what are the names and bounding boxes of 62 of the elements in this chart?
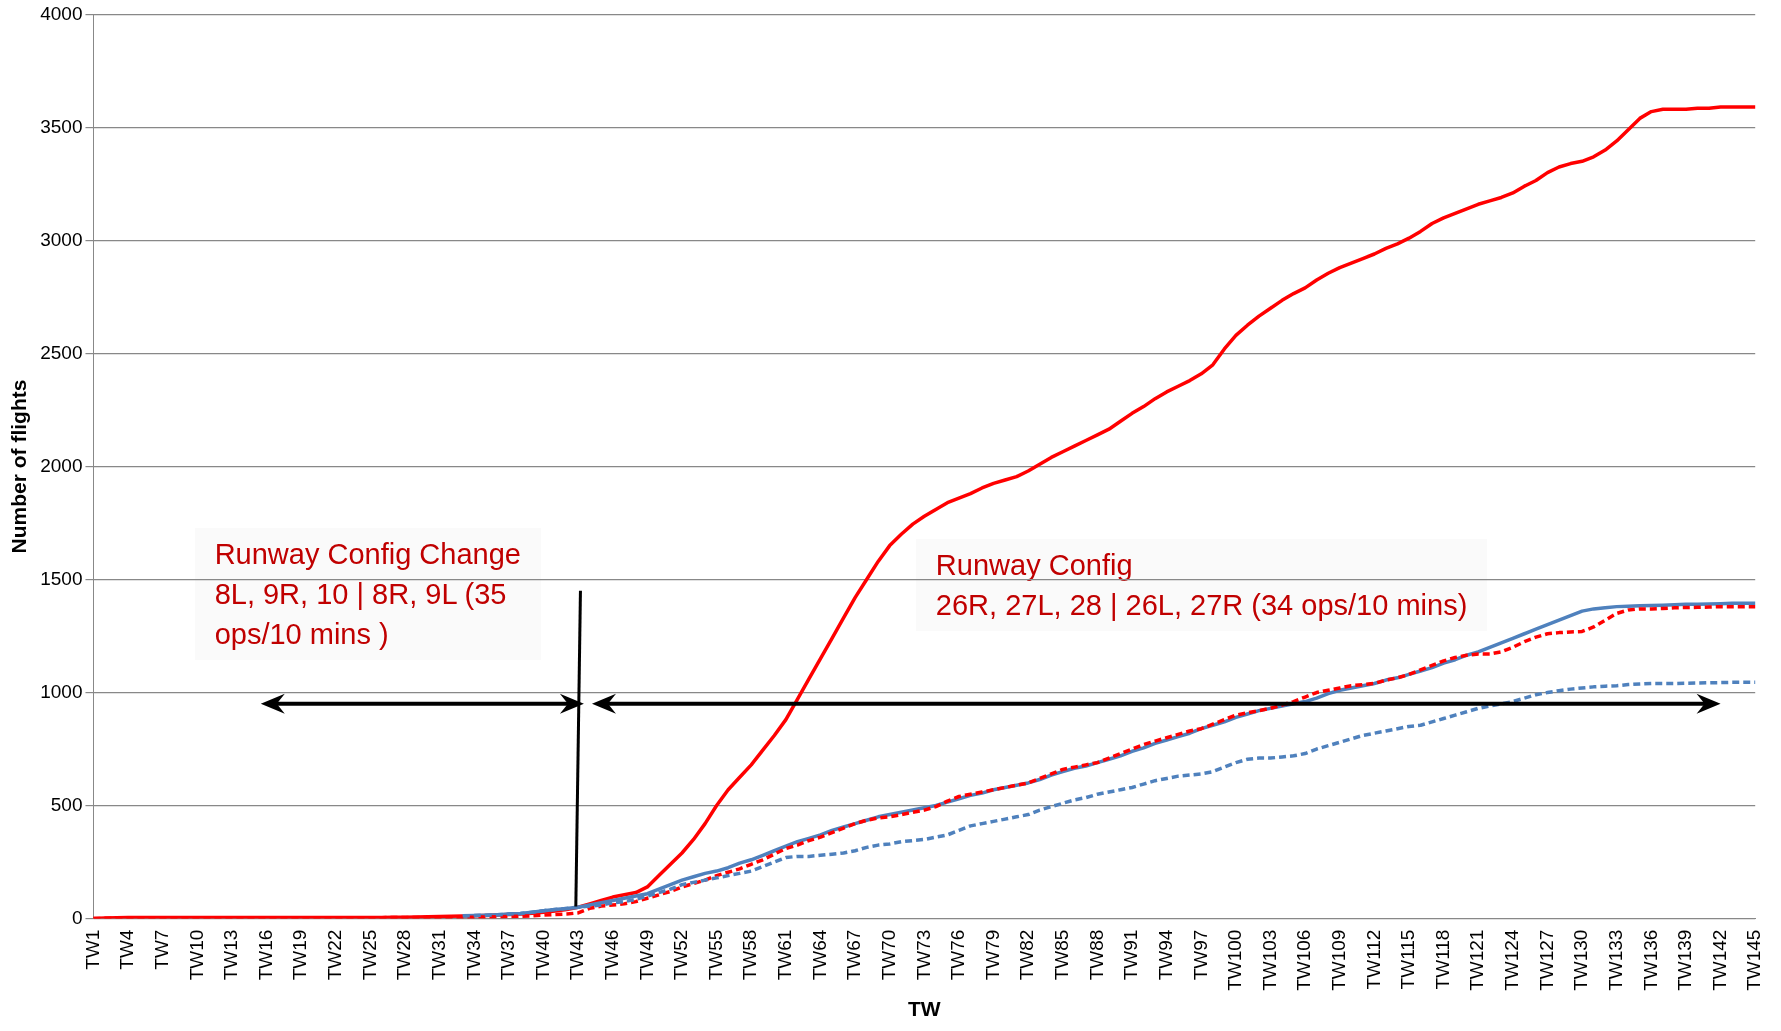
x-tick-label: TW40 xyxy=(531,929,553,981)
x-tick-label: TW64 xyxy=(808,929,830,981)
y-tick-label: 2500 xyxy=(40,341,83,363)
x-tick-label: TW55 xyxy=(704,929,726,981)
x-tick-label: TW76 xyxy=(947,929,969,981)
y-tick-label: 1000 xyxy=(40,680,83,702)
x-tick-label: TW85 xyxy=(1051,929,1073,981)
x-tick-label: TW43 xyxy=(566,929,588,981)
y-tick-label: 0 xyxy=(71,906,83,928)
x-tick-label: TW145 xyxy=(1743,929,1765,991)
x-tick-label: TW58 xyxy=(739,929,761,981)
y-axis-title: Number of flights xyxy=(7,379,31,554)
x-tick-label: TW70 xyxy=(877,929,899,981)
x-tick-label: TW127 xyxy=(1535,929,1557,991)
x-tick-label: TW13 xyxy=(220,929,242,981)
x-tick-label: TW112 xyxy=(1362,929,1384,990)
y-tick-label: 3000 xyxy=(40,228,83,250)
x-tick-label: TW106 xyxy=(1293,929,1315,991)
x-tick-label: TW142 xyxy=(1708,929,1730,991)
x-tick-label: TW118 xyxy=(1431,929,1453,990)
x-tick-label: TW61 xyxy=(774,929,796,981)
annotation: Runway Config Change 8L, 9R, 10 | 8R, 9L (35 ops/10 mins ) xyxy=(194,527,541,660)
x-tick-label: TW103 xyxy=(1258,929,1280,991)
x-tick-label: TW52 xyxy=(670,929,692,981)
x-tick-label: TW22 xyxy=(324,929,346,981)
x-tick-label: TW25 xyxy=(358,929,380,981)
annotation: Runway Config 26R, 27L, 28 | 26L, 27R (34 ops/10 mins) xyxy=(915,538,1488,631)
x-tick-label: TW130 xyxy=(1570,929,1592,991)
x-tick-label: TW31 xyxy=(427,929,449,981)
x-tick-label: TW28 xyxy=(393,929,415,981)
x-tick-label: TW49 xyxy=(635,929,657,981)
x-tick-label: TW139 xyxy=(1674,929,1696,991)
x-tick-label: TW4 xyxy=(116,929,138,970)
y-tick-label: 1500 xyxy=(40,567,83,589)
x-axis-title: TW xyxy=(908,997,941,1021)
x-tick-label: TW19 xyxy=(289,929,311,981)
x-tick-label: TW109 xyxy=(1328,929,1349,991)
x-tick-label: TW97 xyxy=(1189,929,1211,981)
x-tick-label: TW73 xyxy=(912,929,934,981)
x-tick-label: TW37 xyxy=(497,929,519,981)
x-tick-label: TW136 xyxy=(1639,929,1661,991)
x-tick-label: TW82 xyxy=(1016,929,1038,981)
x-tick-label: TW7 xyxy=(150,929,172,970)
x-tick-label: TW124 xyxy=(1501,929,1523,991)
x-tick-label: TW46 xyxy=(600,929,622,981)
y-tick-label: 500 xyxy=(50,793,83,815)
x-tick-label: TW115 xyxy=(1397,929,1419,990)
x-tick-label: TW91 xyxy=(1120,929,1142,981)
x-tick-label: TW79 xyxy=(981,929,1003,981)
x-tick-label: TW34 xyxy=(462,929,484,981)
x-tick-label: TW16 xyxy=(254,929,276,981)
y-tick-label: 2000 xyxy=(40,454,83,476)
x-tick-label: TW10 xyxy=(185,929,207,981)
x-tick-label: TW67 xyxy=(843,929,865,981)
y-tick-label: 4000 xyxy=(40,2,83,24)
x-tick-label: TW94 xyxy=(1154,929,1176,981)
x-tick-label: TW100 xyxy=(1224,929,1246,991)
y-tick-label: 3500 xyxy=(40,115,83,137)
x-tick-label: TW133 xyxy=(1604,929,1626,991)
x-tick-label: TW121 xyxy=(1466,929,1488,991)
x-tick-label: TW88 xyxy=(1085,929,1107,981)
x-tick-label: TW1 xyxy=(81,929,103,970)
